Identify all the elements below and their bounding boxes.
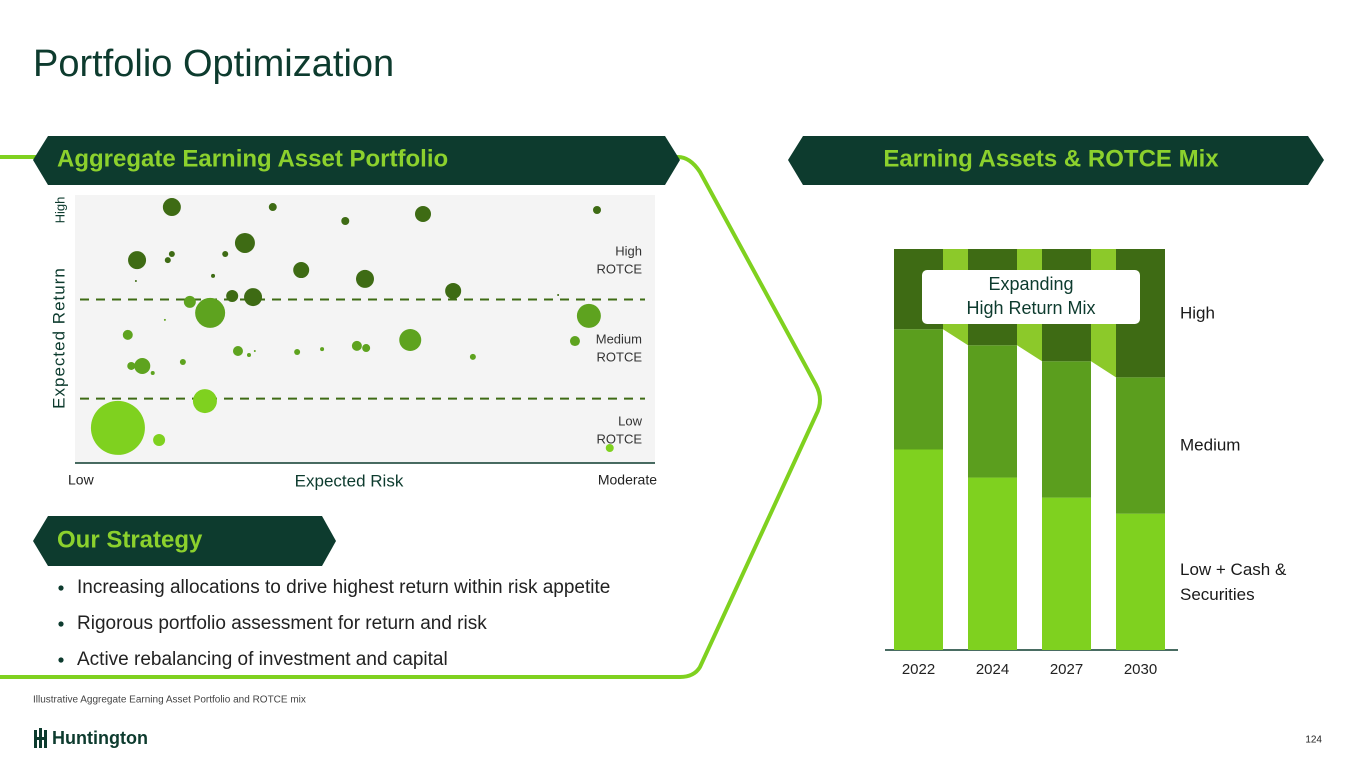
bubble: [192, 389, 217, 414]
x-tick-label: 2022: [902, 661, 935, 678]
legend-label: High: [1180, 303, 1215, 323]
logo-icon: [34, 728, 47, 748]
bubble: [593, 206, 601, 215]
bubble: [222, 250, 229, 257]
bubble: [163, 318, 166, 321]
x-tick-label: 2030: [1124, 661, 1157, 678]
legend-label: Medium: [1180, 435, 1241, 455]
header-banner: [33, 516, 336, 566]
bubble: [293, 262, 310, 279]
bar-segment: [1042, 361, 1091, 498]
x-axis-label: Expected Risk: [295, 471, 404, 490]
bubble: [356, 269, 374, 288]
bubble: [168, 250, 175, 257]
bar-segment: [1116, 513, 1165, 650]
bar-segment: [894, 329, 943, 450]
bubble: [320, 347, 325, 352]
bubble: [164, 257, 171, 264]
bubble: [576, 303, 601, 328]
bubble: [128, 251, 147, 270]
slide-title: Portfolio Optimization: [33, 43, 394, 85]
bar-segment: [1042, 497, 1091, 650]
bubble: [134, 357, 151, 374]
section-header: Earning Assets & ROTCE Mix: [883, 145, 1219, 172]
x-end-label: Low: [68, 472, 95, 488]
bubble: [90, 400, 145, 455]
header-banner: [788, 136, 1324, 185]
legend-label: Low + Cash & Securities: [1180, 559, 1287, 604]
bubble: [445, 282, 462, 299]
x-end-label: Moderate: [598, 472, 657, 488]
bubble: [150, 370, 155, 375]
x-tick-label: 2027: [1050, 661, 1083, 678]
bar-segment: [894, 449, 943, 650]
bubble: [557, 293, 560, 296]
annotation: Expanding: [988, 274, 1073, 294]
zone-label: Low: [618, 413, 642, 428]
section-header: Aggregate Earning Asset Portfolio: [57, 145, 448, 172]
bubble: [351, 340, 362, 351]
bubble: [469, 353, 476, 360]
bullet-text: Active rebalancing of investment and cap…: [77, 649, 448, 670]
bullet-dot: [58, 657, 64, 663]
bubble: [268, 203, 277, 212]
bubble: [253, 349, 256, 352]
bubble: [294, 349, 301, 356]
frame-line: [0, 155, 822, 679]
bubble: [232, 345, 243, 356]
bubble: [179, 358, 186, 365]
page-number: 124: [1305, 735, 1322, 746]
footnote: Illustrative Aggregate Earning Asset Por…: [33, 695, 306, 706]
section-header: Our Strategy: [57, 526, 203, 553]
bubble: [399, 328, 422, 351]
bullet-dot: [58, 585, 64, 591]
bubble: [244, 288, 263, 307]
plot-area: [75, 195, 655, 463]
logo: Huntington: [52, 728, 148, 748]
bubble: [234, 232, 255, 253]
bubble: [183, 295, 196, 308]
bubble: [341, 216, 350, 225]
bubble: [226, 290, 239, 303]
bubble: [162, 198, 181, 217]
y-axis-label: Expected Return: [49, 267, 68, 409]
header-banner: [33, 136, 680, 185]
bubble: [127, 361, 136, 370]
bullet-text: Increasing allocations to drive highest …: [77, 577, 610, 598]
bubble: [415, 206, 431, 223]
bubble: [569, 336, 580, 347]
bubble: [153, 433, 166, 446]
annotation: High Return Mix: [966, 298, 1095, 318]
bullet-dot: [58, 621, 64, 627]
bubble: [362, 344, 371, 353]
bar-segment: [968, 345, 1017, 478]
bubble: [122, 329, 133, 340]
bubble: [195, 297, 226, 328]
bullet-text: Rigorous portfolio assessment for return…: [77, 613, 487, 634]
bubble: [134, 280, 137, 283]
bubble: [247, 352, 251, 357]
zone-label: ROTCE: [597, 262, 643, 277]
x-tick-label: 2024: [976, 661, 1009, 678]
zone-label: ROTCE: [597, 431, 643, 446]
zone-label: High: [615, 244, 642, 259]
bar-segment: [1116, 377, 1165, 514]
bar-segment: [968, 477, 1017, 650]
zone-label: Medium: [596, 332, 642, 347]
annotation-box: [922, 270, 1140, 324]
y-end-label: High: [52, 197, 67, 224]
bubble: [211, 273, 216, 278]
zone-label: ROTCE: [597, 350, 643, 365]
bubble: [605, 443, 614, 452]
